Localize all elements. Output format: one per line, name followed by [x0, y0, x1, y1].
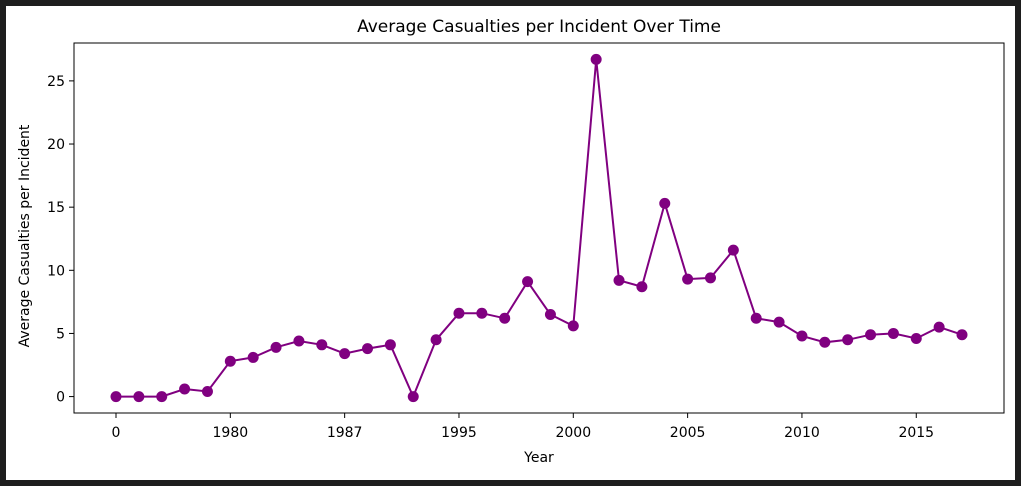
data-point	[704, 272, 716, 284]
data-point	[682, 273, 694, 285]
y-axis-label: Average Casualties per Incident	[17, 124, 33, 347]
y-tick-label: 25	[47, 74, 65, 90]
x-axis-label: Year	[523, 450, 554, 466]
data-point	[430, 334, 442, 346]
x-tick-label: 2000	[555, 425, 591, 441]
data-point	[567, 320, 579, 332]
data-point	[750, 312, 762, 324]
x-tick-label: 1995	[441, 425, 477, 441]
data-point	[362, 343, 374, 355]
data-point	[201, 386, 213, 398]
y-tick-label: 10	[47, 263, 65, 279]
y-tick-label: 0	[56, 390, 65, 406]
chart-frame: Average Casualties per Incident Over Tim…	[6, 6, 1015, 480]
data-point	[179, 383, 191, 395]
data-point	[293, 335, 305, 347]
data-point	[407, 391, 419, 403]
y-tick-label: 15	[47, 200, 65, 216]
plot-area-border	[73, 42, 1005, 414]
data-point	[636, 281, 648, 293]
chart-title: Average Casualties per Incident Over Tim…	[357, 17, 721, 37]
data-point	[110, 391, 122, 403]
data-point	[339, 348, 351, 360]
data-point	[590, 53, 602, 65]
x-tick-label: 2010	[784, 425, 820, 441]
data-point	[659, 197, 671, 209]
x-tick-label: 2005	[670, 425, 706, 441]
x-tick-label: 1987	[327, 425, 363, 441]
data-point	[476, 307, 488, 319]
data-point	[544, 309, 556, 321]
x-tick-label: 1980	[213, 425, 249, 441]
data-point	[247, 351, 259, 363]
series-line	[116, 59, 963, 400]
data-point	[887, 327, 899, 339]
data-point	[865, 329, 877, 341]
x-tick-label: 0	[112, 425, 121, 441]
data-point	[773, 316, 785, 328]
axis-ticks: 0 5 10 15 20 25 0 1980 1987 1995 2000 2005 2010 2015	[47, 74, 934, 441]
data-point	[270, 341, 282, 353]
data-point	[842, 334, 854, 346]
data-point	[819, 336, 831, 348]
data-point	[453, 307, 465, 319]
line-chart: Average Casualties per Incident Over Tim…	[17, 17, 1005, 466]
data-point	[956, 329, 968, 341]
data-point	[910, 332, 922, 344]
x-tick-label: 2015	[898, 425, 934, 441]
series-marks	[110, 53, 968, 403]
data-point	[933, 321, 945, 333]
data-point	[499, 312, 511, 324]
data-point	[133, 391, 145, 403]
data-point	[156, 391, 168, 403]
data-point	[796, 330, 808, 342]
data-point	[316, 339, 328, 351]
data-point	[522, 276, 534, 288]
y-tick-label: 20	[47, 137, 65, 153]
y-tick-label: 5	[56, 326, 65, 342]
data-point	[224, 355, 236, 367]
data-point	[384, 339, 396, 351]
data-point	[613, 274, 625, 286]
data-point	[727, 244, 739, 256]
